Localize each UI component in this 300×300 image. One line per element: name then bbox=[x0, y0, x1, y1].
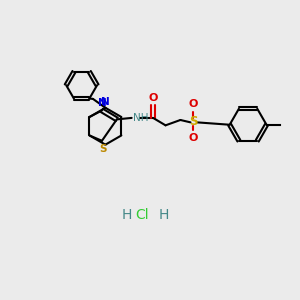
Text: Cl: Cl bbox=[135, 208, 149, 222]
Text: O: O bbox=[188, 99, 198, 109]
Text: O: O bbox=[188, 134, 198, 143]
Text: S: S bbox=[99, 144, 106, 154]
Text: H: H bbox=[159, 208, 169, 222]
Text: S: S bbox=[189, 115, 198, 128]
Text: N: N bbox=[101, 97, 110, 106]
Text: H: H bbox=[122, 208, 132, 222]
Text: N: N bbox=[98, 98, 107, 108]
Text: O: O bbox=[148, 93, 158, 103]
Text: NH: NH bbox=[133, 113, 148, 124]
